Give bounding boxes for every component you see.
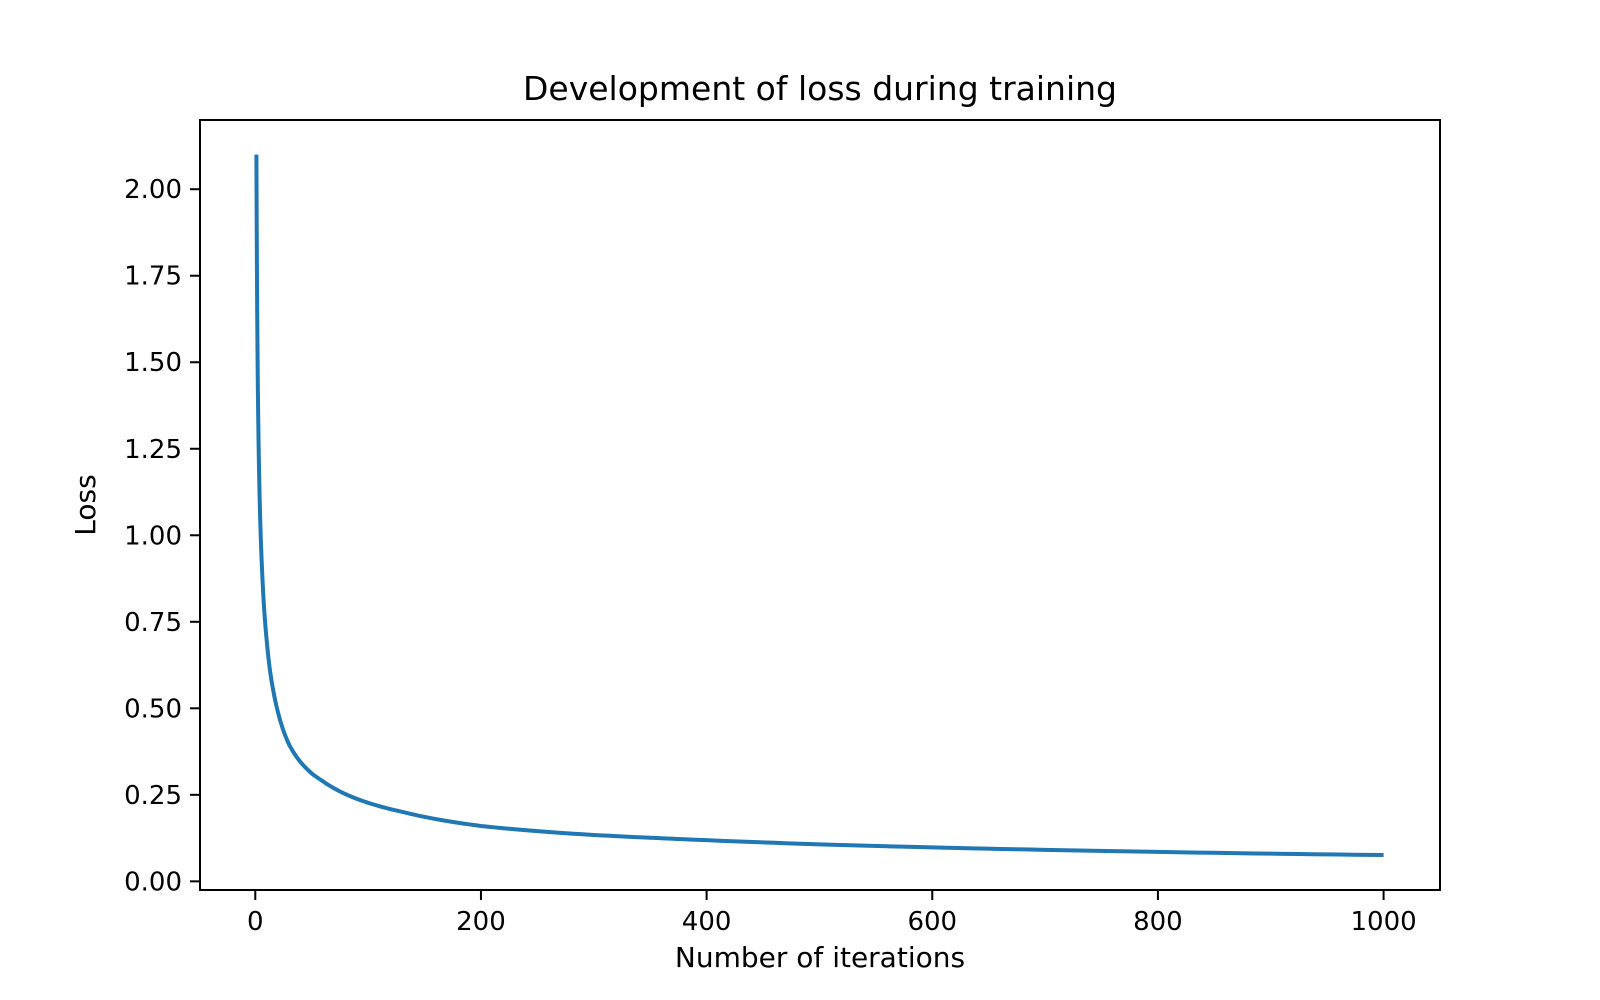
chart-title: Development of loss during training <box>523 69 1117 108</box>
y-tick-label: 1.25 <box>124 435 182 465</box>
x-tick-label: 200 <box>456 907 506 937</box>
plot-border <box>199 119 1441 891</box>
loss-curve <box>254 154 1384 858</box>
x-tick-label: 0 <box>247 907 264 937</box>
y-tick-label: 0.50 <box>124 694 182 724</box>
y-tick-label: 0.00 <box>124 867 182 897</box>
x-tick-label: 600 <box>907 907 957 937</box>
y-tick-label: 2.00 <box>124 175 182 205</box>
y-tick-label: 0.75 <box>124 608 182 638</box>
y-tick-label: 0.25 <box>124 781 182 811</box>
y-axis-label: Loss <box>69 474 102 535</box>
x-axis-label: Number of iterations <box>675 941 965 974</box>
y-tick-label: 1.00 <box>124 521 182 551</box>
y-tick-label: 1.50 <box>124 348 182 378</box>
plot-area: 0 200 400 600 800 1000 0.00 0.25 0.50 0.75 1.00 1.2… <box>124 119 1441 937</box>
x-tick-label: 400 <box>682 907 732 937</box>
x-tick-label: 1000 <box>1350 907 1416 937</box>
x-tick-label: 800 <box>1133 907 1183 937</box>
y-tick-label: 1.75 <box>124 262 182 292</box>
